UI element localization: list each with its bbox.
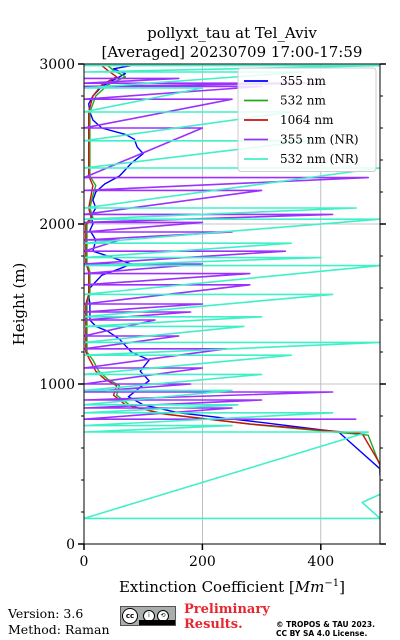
x-axis-label-suffix: ] (339, 578, 345, 596)
version-text: Version: 3.6 (8, 606, 84, 621)
x-tick-label: 0 (80, 554, 89, 570)
y-tick-label: 3000 (39, 57, 75, 73)
plot-frame (83, 63, 381, 545)
legend-label: 532 nm (280, 94, 326, 108)
legend-label: 355 nm (280, 74, 326, 88)
x-tick-label: 200 (189, 554, 216, 570)
copyright-line2: CC BY SA 4.0 License. (276, 629, 368, 638)
legend-label: 355 nm (NR) (280, 133, 359, 147)
preliminary-results-note: Preliminary Results. (184, 602, 270, 632)
series-line-532-nm-nr (84, 64, 380, 520)
cc-license-badge: cc i ⟲ (120, 606, 176, 626)
chart-series-group (84, 64, 380, 520)
x-tick-label: 400 (307, 554, 334, 570)
chart-ticks: 0 1000 2000 3000 0 200 400 (39, 57, 386, 570)
x-axis-label-unit-exponent: −1 (324, 578, 339, 589)
series-line-355-nm-nr (84, 77, 369, 420)
license-strip (139, 620, 175, 625)
x-axis-label-unit: Mm (294, 578, 325, 596)
method-text: Method: Raman (8, 622, 110, 637)
copyright-note: © TROPOS & TAU 2023. CC BY SA 4.0 Licens… (276, 620, 375, 638)
y-tick-label: 1000 (39, 377, 75, 393)
legend-box (237, 67, 377, 172)
legend-label: 532 nm (NR) (280, 152, 359, 166)
preliminary-line2: Results. (184, 617, 243, 632)
legend-label: 1064 nm (280, 113, 334, 127)
chart-title-line1: pollyxt_tau at Tel_Aviv (147, 24, 317, 42)
cc-icon: cc (122, 608, 138, 624)
y-tick-label: 2000 (39, 217, 75, 233)
y-axis-label: Height (m) (10, 263, 28, 346)
x-axis-label-prefix: Extinction Coefficient [ (119, 578, 295, 596)
chart-legend: 355 nm 532 nm 1064 nm 355 nm (NR) 532 nm (NR… (237, 67, 377, 172)
x-axis-label: Extinction Coefficient [Mm−1] (119, 578, 345, 596)
copyright-line1: © TROPOS & TAU 2023. (276, 620, 375, 629)
extinction-chart: pollyxt_tau at Tel_Aviv [Averaged] 20230… (10, 24, 386, 596)
preliminary-line1: Preliminary (184, 602, 270, 617)
chart-title-line2: [Averaged] 20230709 17:00-17:59 (102, 43, 363, 61)
y-tick-label: 0 (66, 537, 75, 553)
